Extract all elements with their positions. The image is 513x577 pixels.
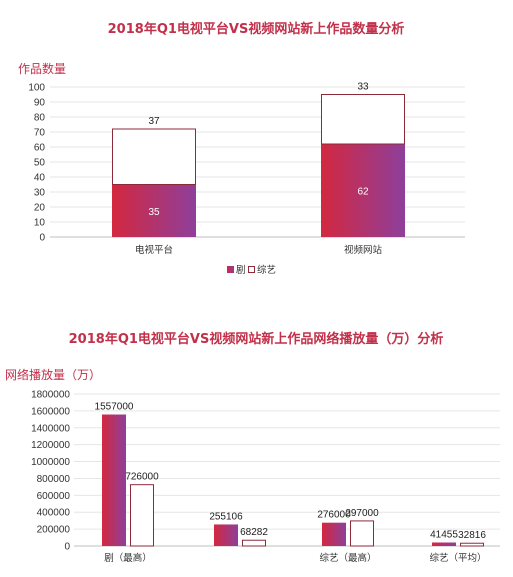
chart-1-y-tick-label: 100 bbox=[28, 83, 45, 94]
chart-2-bar-series-1 bbox=[102, 414, 126, 546]
chart-1-y-tick-label: 90 bbox=[34, 98, 46, 109]
chart-1-bar-series-2 bbox=[112, 128, 196, 185]
chart-1-bar-series-2 bbox=[321, 94, 405, 145]
chart-2-y-axis-title: 网络播放量（万） bbox=[5, 367, 101, 382]
chart-2-bar-series-1 bbox=[432, 542, 456, 546]
chart-2-data-label-series-1: 1557000 bbox=[95, 402, 134, 413]
chart-1-y-tick-label: 40 bbox=[34, 173, 46, 184]
chart-2-title: 2018年Q1电视平台VS视频网站新上作品网络播放量（万）分析 bbox=[69, 331, 444, 347]
chart-1-category-label: 视频网站 bbox=[344, 244, 383, 256]
chart-1-y-tick-label: 10 bbox=[34, 218, 46, 229]
chart-2-y-tick-label: 800000 bbox=[37, 474, 71, 485]
chart-2-data-label-series-1: 276000 bbox=[317, 510, 351, 521]
chart-1-y-tick-label: 50 bbox=[34, 158, 46, 169]
chart-2-bar-series-2 bbox=[460, 542, 484, 547]
chart-1-legend: 剧 综艺 bbox=[227, 264, 276, 276]
chart-2-data-label-series-2: 726000 bbox=[125, 472, 159, 483]
chart-2-data-label-series-1: 41455 bbox=[430, 529, 458, 540]
legend-swatch-series-1 bbox=[227, 266, 234, 273]
chart-2-y-tick-label: 1200000 bbox=[31, 440, 70, 451]
chart-1-data-label-series-1: 35 bbox=[148, 207, 160, 218]
chart-1-data-label-series-2: 33 bbox=[357, 82, 369, 93]
chart-1-title: 2018年Q1电视平台VS视频网站新上作品数量分析 bbox=[108, 21, 405, 37]
chart-2-data-label-series-2: 68282 bbox=[240, 527, 268, 538]
chart-2-bar-series-1 bbox=[214, 524, 238, 546]
chart-1-y-tick-label: 0 bbox=[39, 233, 45, 244]
chart-2-category-label: 综艺（最高） bbox=[319, 552, 376, 564]
chart-1-category-label: 电视平台 bbox=[135, 244, 173, 256]
chart-2: 2018年Q1电视平台VS视频网站新上作品网络播放量（万）分析 网络播放量（万）… bbox=[5, 331, 500, 564]
legend-label-series-1: 剧 bbox=[236, 265, 246, 276]
chart-2-y-tick-label: 600000 bbox=[37, 491, 71, 502]
chart-2-data-label-series-2: 297000 bbox=[345, 508, 379, 519]
chart-1-y-tick-label: 70 bbox=[34, 128, 46, 139]
chart-2-data-label-series-2: 32816 bbox=[458, 530, 486, 541]
chart-1: 2018年Q1电视平台VS视频网站新上作品数量分析 作品数量 0 10 20 30 40… bbox=[18, 21, 465, 276]
chart-2-bar-series-2 bbox=[130, 484, 154, 547]
chart-2-y-tick-label: 1600000 bbox=[31, 406, 70, 417]
chart-1-y-tick-label: 30 bbox=[34, 188, 46, 199]
chart-1-y-axis-title: 作品数量 bbox=[18, 61, 66, 76]
chart-2-y-tick-label: 200000 bbox=[37, 525, 71, 536]
legend-swatch-series-2 bbox=[248, 266, 255, 273]
chart-1-data-label-series-1: 62 bbox=[357, 187, 369, 198]
chart-2-bar-series-1 bbox=[322, 522, 346, 546]
chart-1-bar-series-1 bbox=[112, 184, 196, 237]
chart-2-bar-series-2 bbox=[350, 520, 374, 547]
chart-2-category-label: 综艺（平均） bbox=[429, 552, 486, 564]
chart-2-y-tick-label: 1000000 bbox=[31, 457, 70, 468]
chart-1-bar-series-1 bbox=[321, 144, 405, 237]
chart-2-category-label: 剧（最高） bbox=[104, 552, 152, 564]
chart-1-data-label-series-2: 37 bbox=[148, 116, 160, 127]
chart-2-y-tick-label: 1400000 bbox=[31, 423, 70, 434]
legend-label-series-2: 综艺 bbox=[257, 264, 276, 276]
chart-1-y-tick-label: 80 bbox=[34, 113, 46, 124]
chart-1-y-tick-label: 20 bbox=[34, 203, 46, 214]
chart-2-y-tick-label: 0 bbox=[64, 542, 70, 553]
chart-2-data-label-series-1: 255106 bbox=[209, 511, 243, 522]
chart-2-y-tick-label: 400000 bbox=[37, 508, 71, 519]
chart-2-bar-series-2 bbox=[242, 539, 266, 547]
chart-2-y-tick-label: 1800000 bbox=[31, 390, 70, 401]
chart-1-y-tick-label: 60 bbox=[34, 143, 46, 154]
